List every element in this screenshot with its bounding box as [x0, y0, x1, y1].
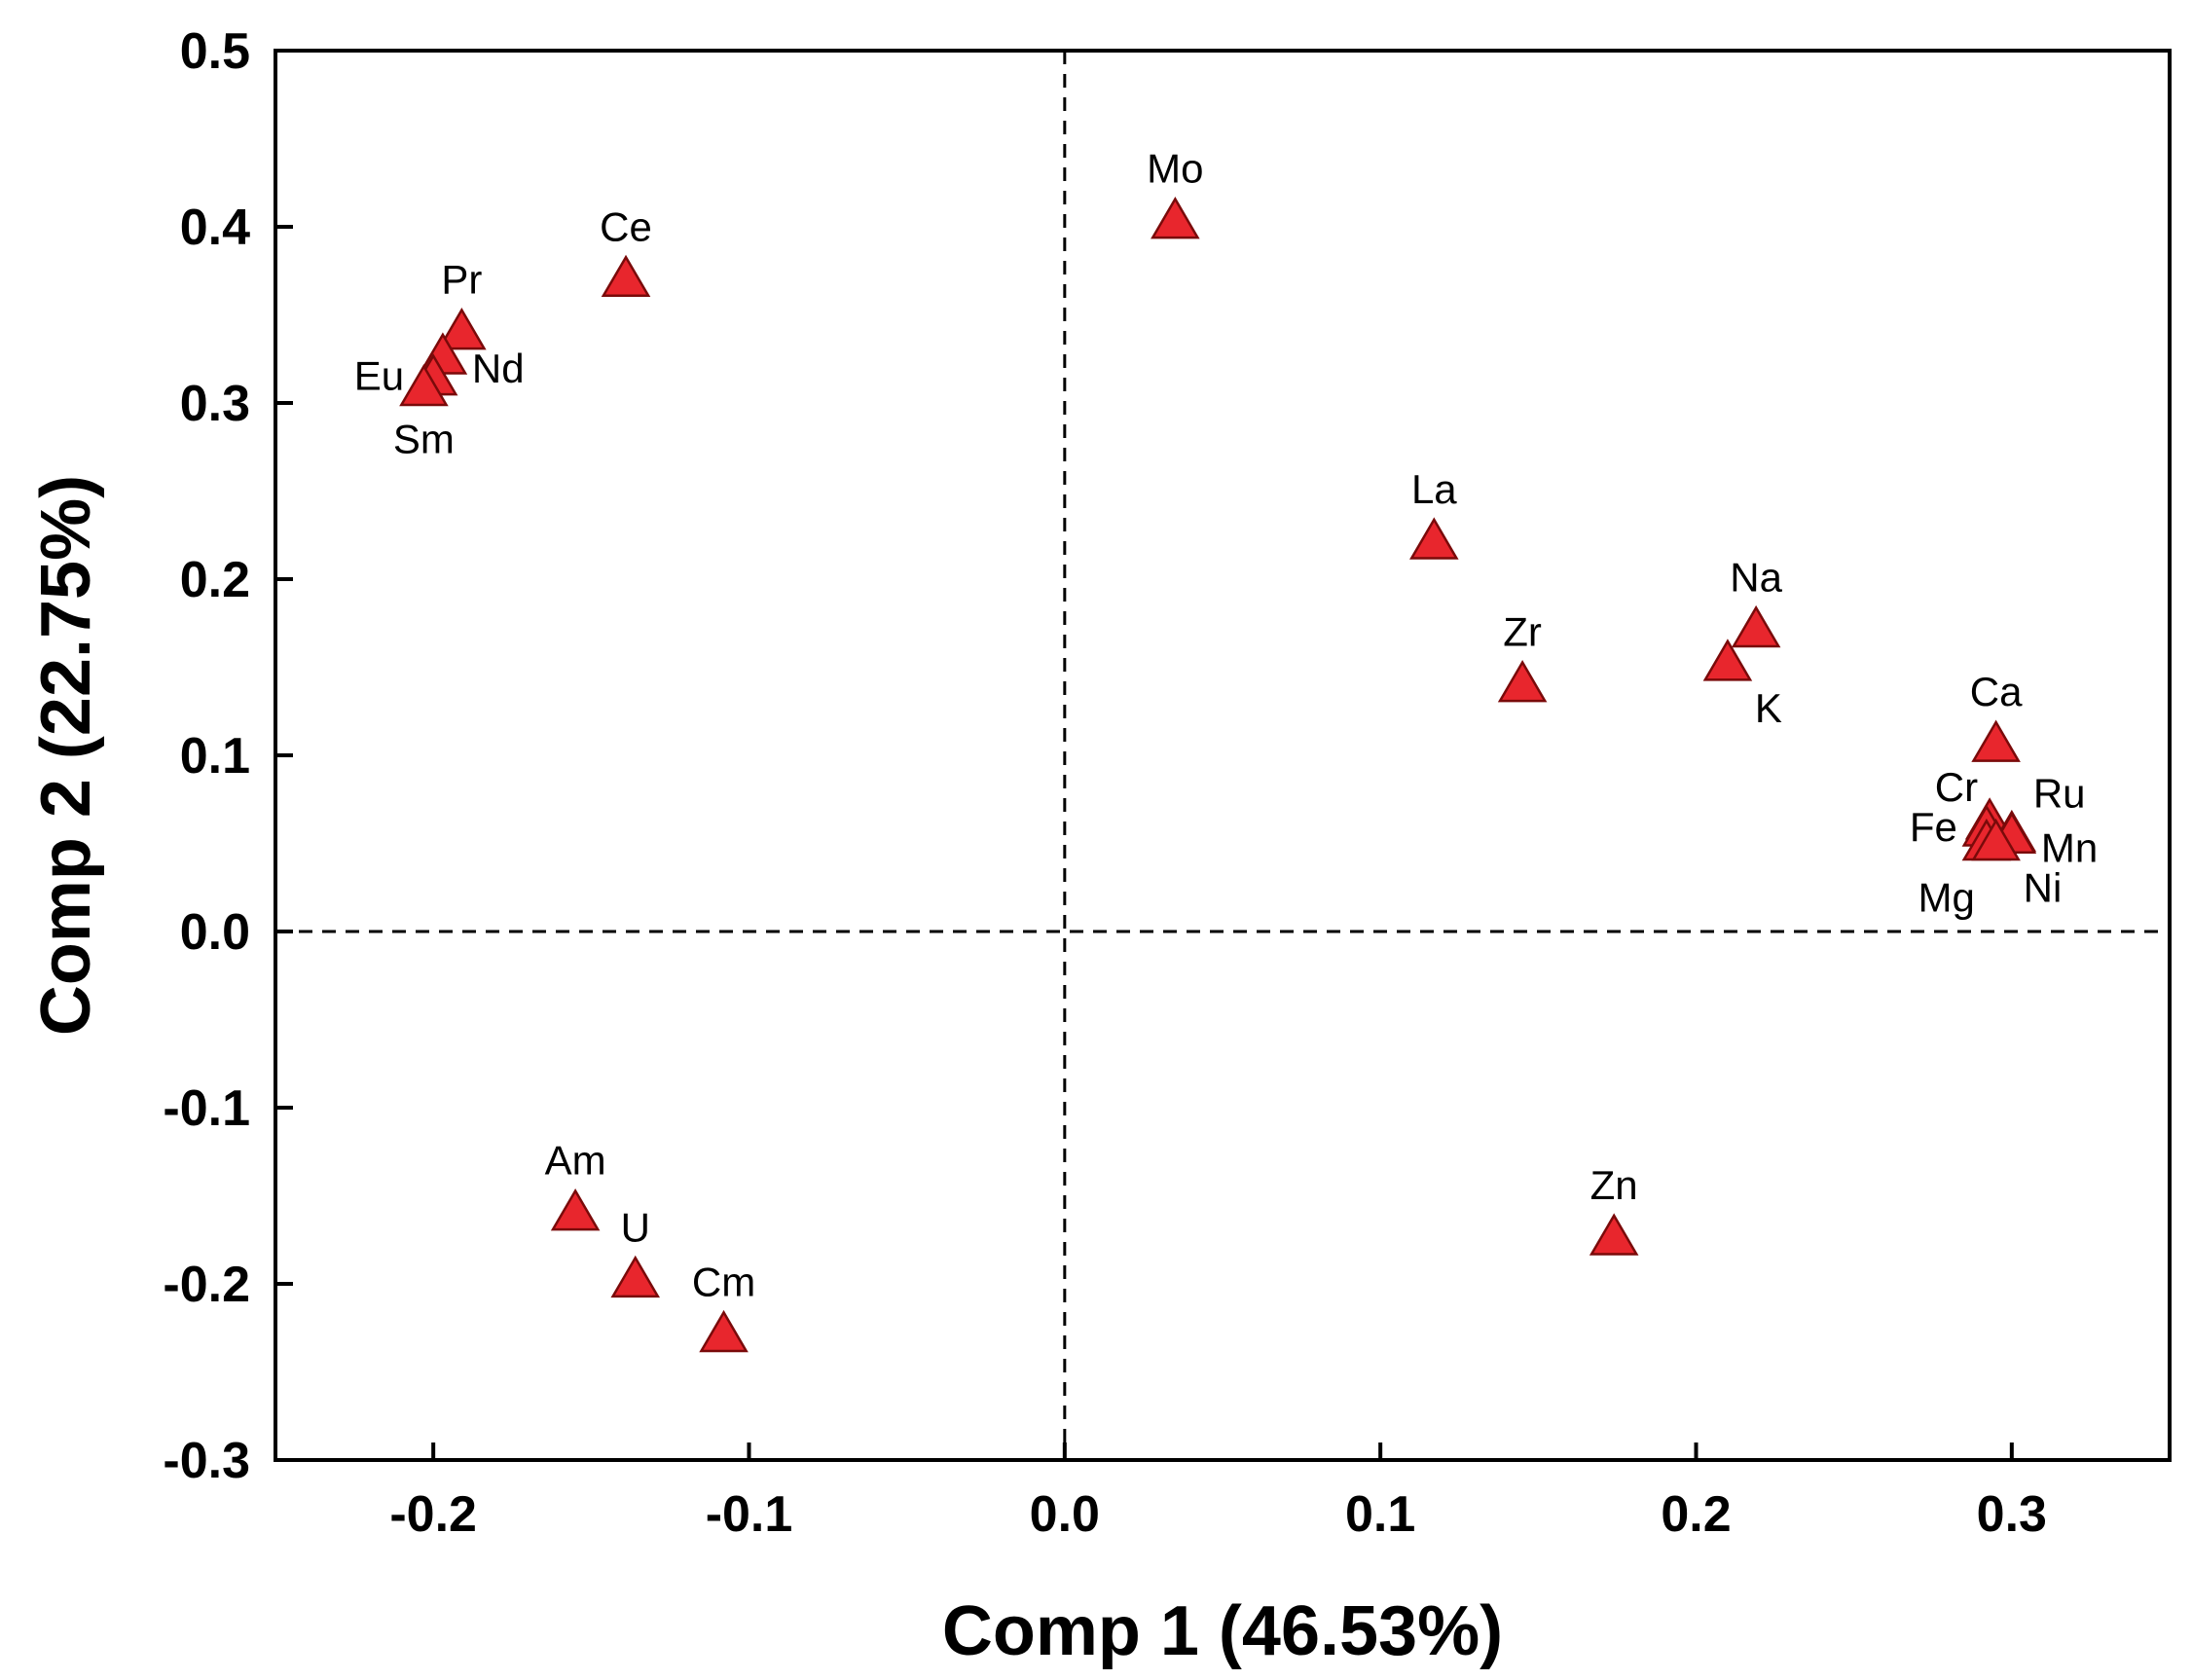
y-tick-label: -0.3: [163, 1433, 250, 1489]
marker-pr: [437, 308, 487, 350]
x-axis-ticks: -0.2 -0.1 0.0 0.1 0.2 0.3: [389, 1443, 2047, 1543]
marker-k: [1702, 639, 1753, 681]
point-label-cr: Cr: [1935, 764, 1978, 810]
point-label-fe: Fe: [1910, 804, 1957, 850]
point-label-am: Am: [545, 1138, 606, 1184]
point-label-zn: Zn: [1590, 1162, 1638, 1208]
y-tick-label: 0.4: [180, 200, 250, 256]
point-label-nd: Nd: [472, 346, 525, 391]
point-label-na: Na: [1730, 554, 1782, 600]
point-label-mo: Mo: [1147, 146, 1203, 192]
point-label-ce: Ce: [600, 203, 652, 249]
x-tick-label: 0.3: [1977, 1486, 2047, 1543]
y-tick-label: 0.0: [180, 904, 250, 961]
point-label-eu: Eu: [354, 353, 404, 399]
point-label-mg: Mg: [1918, 875, 1975, 921]
y-axis-title: Comp 2 (22.75%): [27, 475, 105, 1036]
marker-la: [1409, 517, 1459, 560]
y-tick-label: -0.2: [163, 1257, 250, 1313]
marker-sm: [399, 363, 449, 407]
marker-u: [610, 1255, 661, 1298]
point-label-sm: Sm: [393, 417, 455, 462]
point-label-ni: Ni: [2024, 865, 2063, 911]
y-axis-ticks: -0.3 -0.2 -0.1 0.0 0.1 0.2 0.3 0.4 0.5: [163, 23, 293, 1489]
marker-na: [1731, 604, 1781, 648]
point-label-zr: Zr: [1503, 609, 1542, 655]
reference-lines: [275, 51, 2170, 1460]
data-markers: [399, 196, 2037, 1353]
y-tick-label: 0.3: [180, 376, 250, 432]
x-axis-title: Comp 1 (46.53%): [942, 1592, 1503, 1670]
marker-zn: [1589, 1213, 1639, 1256]
point-label-cm: Cm: [692, 1259, 755, 1304]
x-tick-label: 0.1: [1345, 1486, 1415, 1543]
y-tick-label: 0.2: [180, 552, 250, 608]
marker-zr: [1497, 660, 1548, 703]
point-labels: Mo Ce Pr Nd Eu Sm La Zr Na K Ca Cr Ru Fe Mn Mg Ni Am U Cm Zn: [354, 146, 2098, 1305]
point-label-k: K: [1755, 685, 1782, 731]
x-tick-label: -0.2: [389, 1486, 477, 1543]
y-tick-label: 0.1: [180, 728, 250, 785]
y-tick-label: -0.1: [163, 1080, 250, 1137]
marker-ca: [1971, 719, 2021, 762]
point-label-mn: Mn: [2041, 824, 2098, 870]
marker-ce: [601, 254, 651, 298]
marker-ni: [1971, 818, 2021, 861]
x-tick-label: 0.2: [1661, 1486, 1731, 1543]
point-label-u: U: [621, 1204, 650, 1250]
marker-mo: [1151, 196, 1200, 239]
y-tick-label: 0.5: [180, 23, 250, 80]
x-tick-label: 0.0: [1030, 1486, 1100, 1543]
marker-am: [550, 1188, 601, 1231]
point-label-ru: Ru: [2033, 770, 2086, 816]
marker-cm: [699, 1309, 749, 1353]
point-label-pr: Pr: [441, 257, 482, 303]
point-label-ca: Ca: [1970, 669, 2023, 714]
x-tick-label: -0.1: [706, 1486, 793, 1543]
point-label-la: La: [1411, 466, 1457, 512]
